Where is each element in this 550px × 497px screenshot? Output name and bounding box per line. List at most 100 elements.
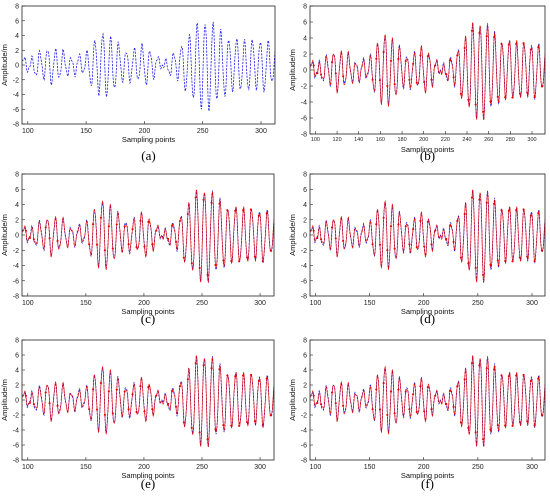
series-raw-line	[22, 190, 274, 283]
reconstructed-point	[202, 364, 205, 367]
reconstructed-point	[515, 209, 518, 212]
reconstructed-point	[533, 424, 536, 427]
series-raw-line	[22, 21, 275, 112]
reconstructed-point	[123, 225, 126, 228]
reconstructed-point	[312, 229, 315, 232]
reconstructed-point	[151, 243, 154, 246]
reconstructed-point	[139, 385, 142, 388]
y-tick-label: 2	[303, 383, 307, 390]
reconstructed-point	[423, 410, 426, 413]
reconstructed-point	[238, 260, 241, 263]
reconstructed-point	[265, 212, 268, 215]
series-reconstructed-line	[310, 22, 545, 120]
reconstructed-point	[470, 362, 474, 365]
x-tick-label: 160	[376, 137, 385, 143]
panel-label: (b)	[420, 148, 435, 163]
reconstructed-point	[95, 408, 99, 411]
series-raw-line	[310, 190, 545, 283]
reconstructed-point	[269, 249, 272, 252]
reconstructed-point	[507, 209, 510, 212]
reconstructed-point	[56, 239, 59, 242]
y-tick-label: -2	[301, 84, 307, 91]
reconstructed-point	[190, 262, 193, 265]
reconstructed-point	[386, 413, 389, 416]
y-tick-label: -2	[13, 248, 19, 255]
x-axis-label: Sampling points	[401, 145, 455, 154]
x-tick-label: 300	[254, 300, 266, 307]
panel-e: -8 -6 -4 -2 0 2 4 6 8 100 150 200 250 300 Sampling poi…	[0, 338, 275, 491]
x-tick-label: 300	[254, 464, 266, 471]
panel-label: (f)	[421, 476, 434, 491]
reconstructed-point	[226, 374, 229, 377]
x-tick-label: 100	[310, 464, 322, 471]
reconstructed-point	[423, 245, 426, 248]
y-tick-label: 8	[15, 172, 19, 179]
x-tick-label: 200	[138, 300, 150, 307]
x-tick-label: 200	[418, 464, 430, 471]
reconstructed-point	[489, 428, 492, 431]
x-tick-label: 300	[526, 300, 538, 307]
reconstructed-point	[312, 394, 315, 397]
reconstructed-point	[246, 420, 249, 424]
axes-frame	[309, 5, 546, 135]
reconstructed-point	[412, 393, 415, 396]
reconstructed-point	[515, 42, 518, 45]
reconstructed-point	[147, 220, 150, 223]
reconstructed-point	[456, 385, 459, 388]
reconstructed-point	[493, 36, 496, 39]
reconstructed-point	[44, 391, 47, 394]
reconstructed-point	[518, 92, 521, 95]
reconstructed-point	[511, 424, 514, 427]
y-tick-label: 8	[303, 4, 307, 11]
y-tick-label: 6	[303, 353, 307, 360]
reconstructed-point	[198, 266, 201, 270]
x-axis-label: Sampling points	[122, 135, 176, 144]
reconstructed-point	[320, 73, 323, 76]
y-tick-label: 8	[15, 4, 19, 11]
y-tick-label: 4	[15, 33, 19, 40]
reconstructed-point	[178, 219, 181, 223]
y-tick-label: 4	[15, 368, 19, 375]
reconstructed-point	[500, 374, 503, 377]
reconstructed-point	[456, 54, 459, 57]
reconstructed-point	[316, 237, 319, 240]
reconstructed-point	[526, 255, 529, 258]
y-tick-label: -2	[13, 413, 19, 420]
reconstructed-point	[485, 201, 488, 204]
reconstructed-point	[115, 223, 118, 226]
reconstructed-point	[115, 388, 118, 391]
reconstructed-point	[526, 420, 529, 423]
reconstructed-point	[463, 212, 466, 216]
reconstructed-point	[143, 410, 146, 413]
reconstructed-point	[496, 259, 499, 262]
y-tick-label: 0	[303, 233, 307, 240]
y-tick-label: -2	[301, 248, 307, 255]
x-tick-label: 300	[526, 464, 538, 471]
panel-label: (d)	[420, 311, 435, 326]
reconstructed-point	[230, 424, 233, 427]
reconstructed-point	[408, 243, 411, 246]
reconstructed-point	[386, 84, 389, 87]
reconstructed-point	[331, 61, 334, 64]
reconstructed-point	[518, 256, 521, 259]
reconstructed-point	[482, 110, 485, 113]
y-tick-label: -6	[301, 116, 307, 123]
reconstructed-point	[320, 403, 323, 406]
reconstructed-point	[489, 100, 492, 103]
panel-label: (a)	[141, 148, 155, 163]
reconstructed-point	[404, 390, 407, 393]
y-tick-label: -2	[13, 77, 19, 84]
reconstructed-point	[496, 424, 499, 427]
reconstructed-point	[485, 367, 488, 370]
reconstructed-point	[238, 424, 241, 427]
reconstructed-point	[186, 212, 189, 216]
reconstructed-point	[430, 243, 433, 246]
y-tick-label: 4	[303, 36, 307, 43]
reconstructed-point	[423, 81, 426, 84]
reconstructed-point	[485, 35, 488, 38]
reconstructed-point	[194, 362, 197, 365]
reconstructed-point	[493, 368, 496, 371]
reconstructed-point	[331, 391, 334, 394]
reconstructed-point	[253, 420, 256, 423]
reconstructed-point	[331, 226, 334, 229]
